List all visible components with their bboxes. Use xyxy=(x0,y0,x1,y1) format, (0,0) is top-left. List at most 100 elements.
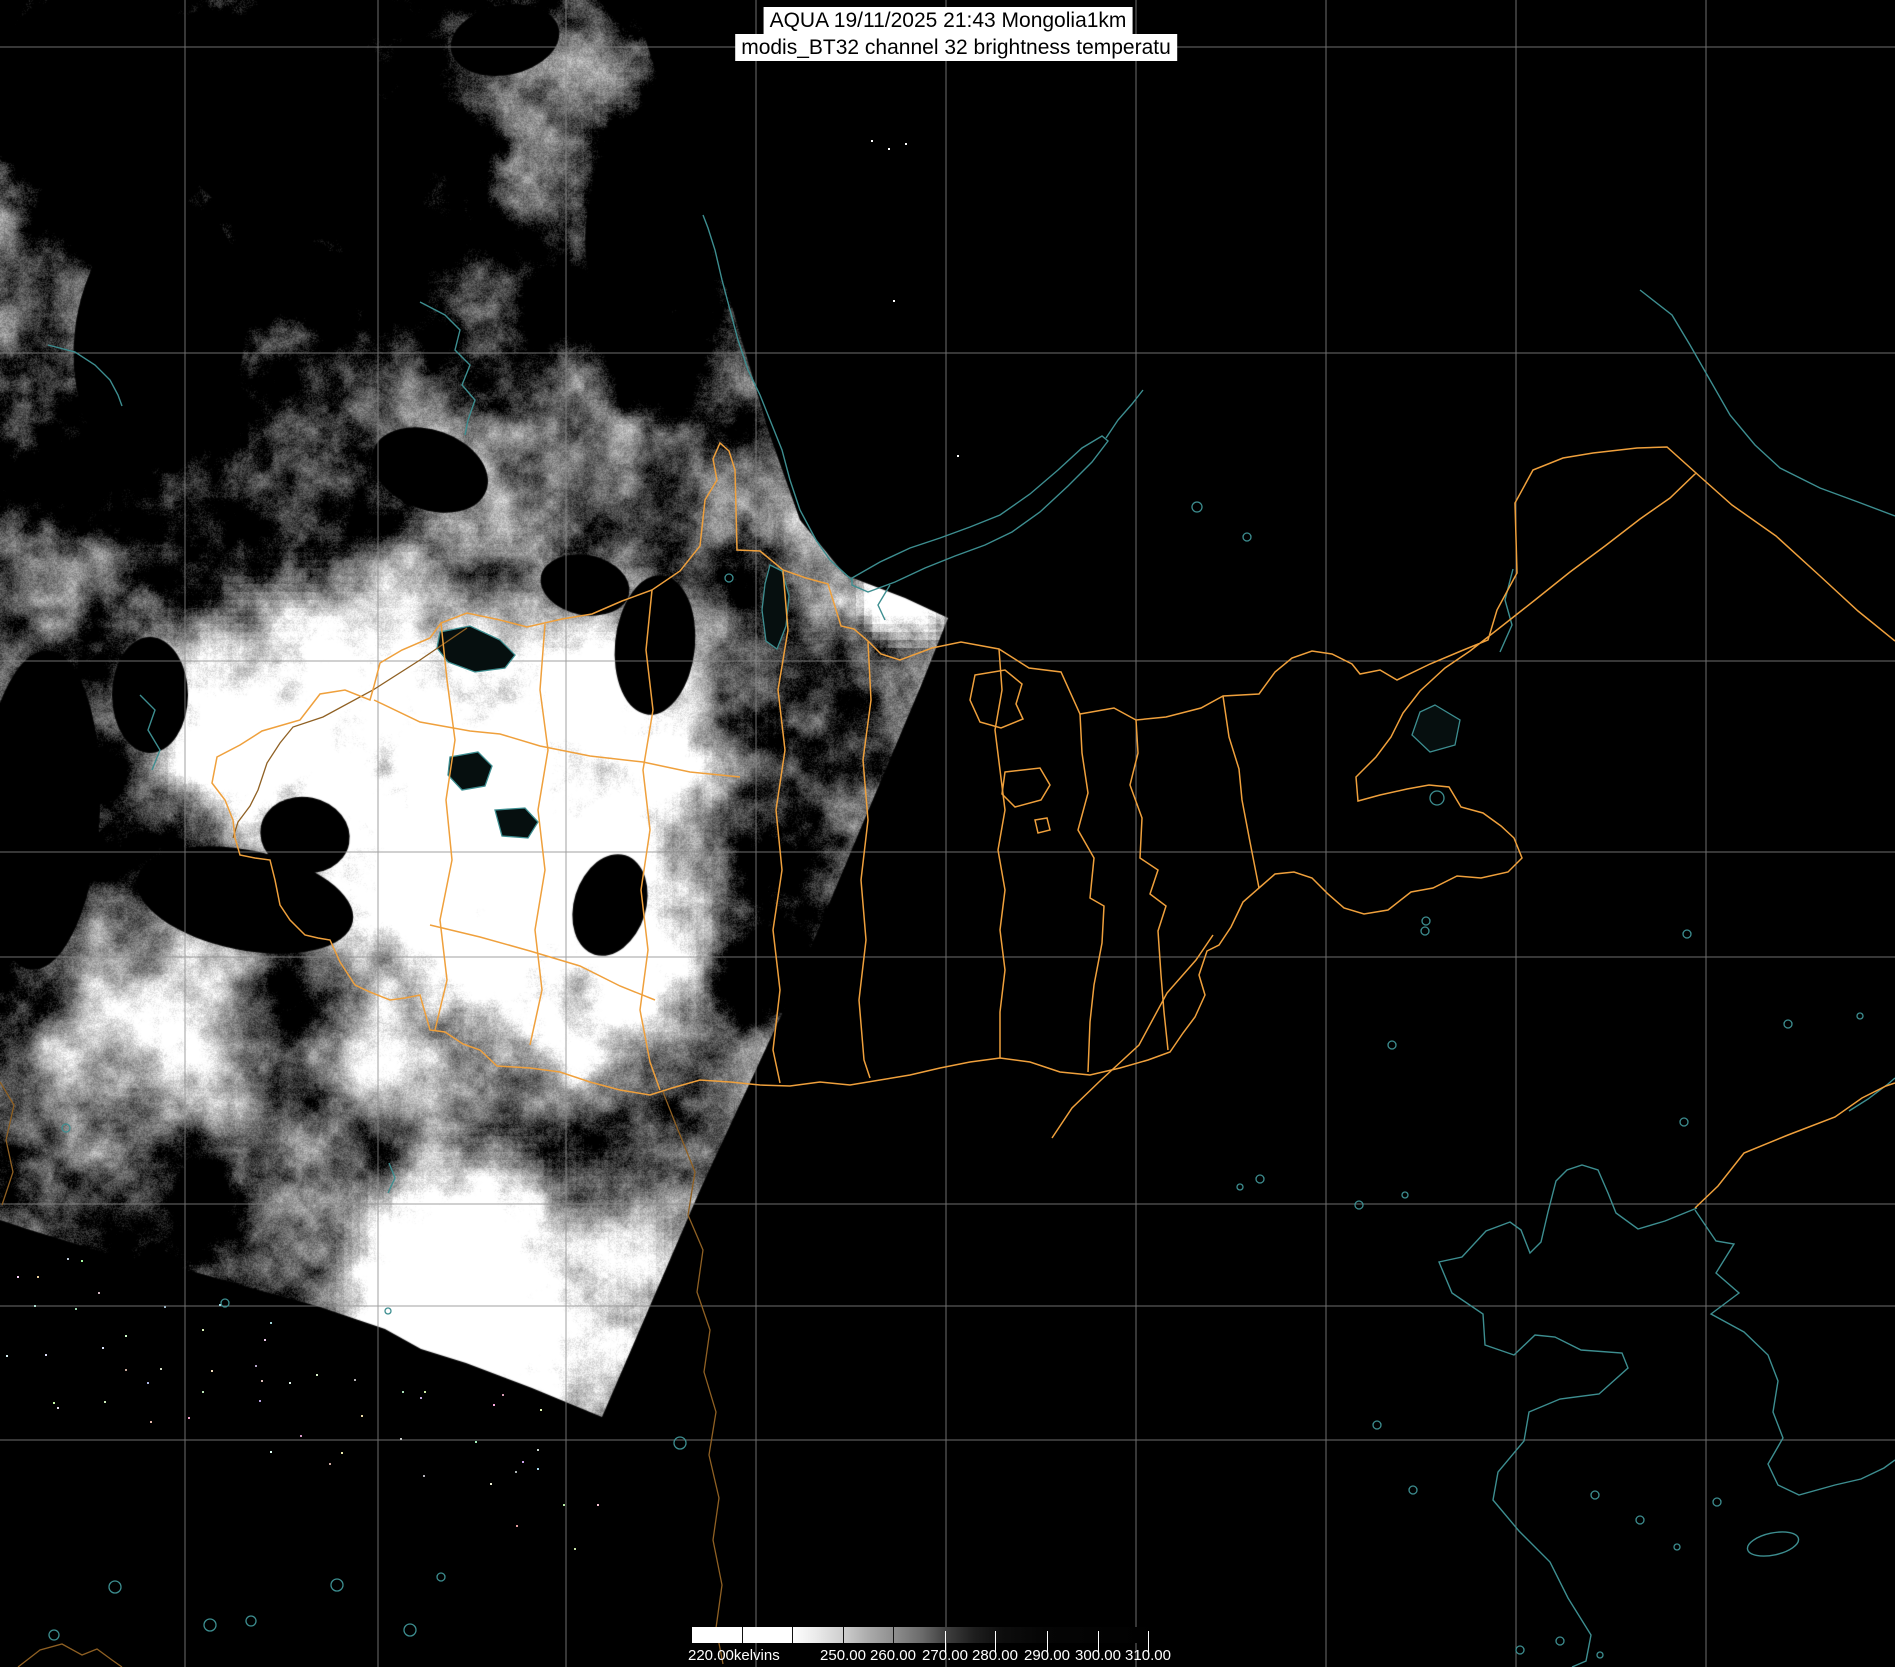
noise-dot xyxy=(888,148,890,150)
border-path xyxy=(211,441,1698,1096)
coastline-path xyxy=(1105,389,1144,439)
noise-dot xyxy=(211,1370,213,1372)
coastline-path xyxy=(851,435,1109,593)
noise-dot xyxy=(164,1306,166,1308)
island-dot xyxy=(108,1580,122,1594)
border-path xyxy=(994,648,1006,1058)
island-dot xyxy=(1673,1543,1681,1551)
lake-outline xyxy=(436,625,516,673)
island-dot xyxy=(220,1298,230,1308)
island-dot xyxy=(1401,1191,1409,1199)
noise-dot xyxy=(475,1441,477,1443)
noise-dot xyxy=(150,1421,152,1423)
jeju-island xyxy=(1746,1531,1800,1557)
island-dot xyxy=(1372,1420,1382,1430)
island-dot xyxy=(330,1578,344,1592)
noise-dot xyxy=(420,1397,422,1399)
colorbar-tick xyxy=(945,1631,946,1652)
noise-dot xyxy=(522,1461,524,1463)
noise-dot xyxy=(361,1415,363,1417)
island-dot xyxy=(245,1615,257,1627)
noise-dot xyxy=(202,1391,204,1393)
island-dot xyxy=(673,1436,687,1450)
border-path xyxy=(529,623,549,1046)
noise-dot xyxy=(270,1451,272,1453)
colorbar-tick-label: 300.00 xyxy=(1075,1647,1121,1664)
noise-dot xyxy=(57,1407,59,1409)
border-path xyxy=(1694,1082,1895,1209)
coastlines-rivers xyxy=(47,214,1895,1667)
noise-dot xyxy=(264,1339,266,1341)
noise-dot xyxy=(402,1391,404,1393)
colorbar-tick xyxy=(742,1627,743,1643)
noise-dot xyxy=(270,1322,272,1324)
noise-dot xyxy=(424,1391,426,1393)
noise-dot xyxy=(354,1379,356,1381)
island-dot xyxy=(403,1623,417,1637)
noise-speckles xyxy=(6,140,959,1550)
border-path xyxy=(1051,934,1214,1139)
noise-dot xyxy=(45,1354,47,1356)
noise-dot xyxy=(202,1329,204,1331)
island-dot xyxy=(1515,1645,1525,1655)
noise-dot xyxy=(98,1292,100,1294)
island-dot xyxy=(1590,1490,1600,1500)
noise-dot xyxy=(219,1304,221,1306)
island-dot xyxy=(1255,1174,1265,1184)
colorbar-tick xyxy=(843,1627,844,1643)
noise-dot xyxy=(6,1355,8,1357)
border-path xyxy=(373,699,741,778)
border-path xyxy=(1034,817,1051,834)
noise-dot xyxy=(893,300,895,302)
noise-dot xyxy=(871,140,873,142)
coastline-path xyxy=(1848,1077,1895,1112)
noise-dot xyxy=(329,1463,331,1465)
colorbar-tick xyxy=(1148,1631,1149,1652)
island-dot xyxy=(1236,1183,1244,1191)
noise-dot xyxy=(34,1305,36,1307)
noise-dot xyxy=(37,1276,39,1278)
country-province-borders xyxy=(211,441,1895,1209)
coastline-path xyxy=(702,214,853,581)
colorbar-tick xyxy=(792,1627,793,1643)
island-dot xyxy=(1783,1019,1793,1029)
noise-dot xyxy=(125,1369,127,1371)
temperature-colorbar xyxy=(692,1627,1162,1643)
noise-dot xyxy=(540,1409,542,1411)
coastline-path xyxy=(1639,289,1895,517)
coastline-path xyxy=(419,301,476,436)
island-dot xyxy=(1555,1636,1565,1646)
noise-dot xyxy=(67,1258,69,1260)
border-path xyxy=(434,622,456,1031)
noise-dot xyxy=(341,1452,343,1454)
border-path xyxy=(969,669,1025,729)
colorbar-tick-label: 260.00 xyxy=(870,1647,916,1664)
lake-outline xyxy=(1411,704,1461,753)
noise-dot xyxy=(147,1382,149,1384)
lakes xyxy=(436,564,1461,839)
island-dot xyxy=(1429,790,1445,806)
noise-dot xyxy=(316,1374,318,1376)
noise-dot xyxy=(905,143,907,145)
island-dot xyxy=(436,1572,446,1582)
border-path xyxy=(1001,767,1051,808)
noise-dot xyxy=(574,1548,576,1550)
islands xyxy=(48,501,1864,1659)
noise-dot xyxy=(400,1438,402,1440)
coastline-path xyxy=(1438,1164,1698,1667)
noise-dot xyxy=(75,1308,77,1310)
border-path xyxy=(1695,472,1895,642)
noise-dot xyxy=(490,1483,492,1485)
noise-dot xyxy=(515,1471,517,1473)
coastline-path xyxy=(1499,568,1514,653)
secondary-political-borders xyxy=(0,627,724,1667)
coastline-path xyxy=(47,344,123,407)
secondary-border-path xyxy=(0,1081,15,1206)
island-dot xyxy=(1354,1200,1364,1210)
lake-outline xyxy=(447,751,493,791)
noise-dot xyxy=(261,1380,263,1382)
noise-dot xyxy=(188,1417,190,1419)
